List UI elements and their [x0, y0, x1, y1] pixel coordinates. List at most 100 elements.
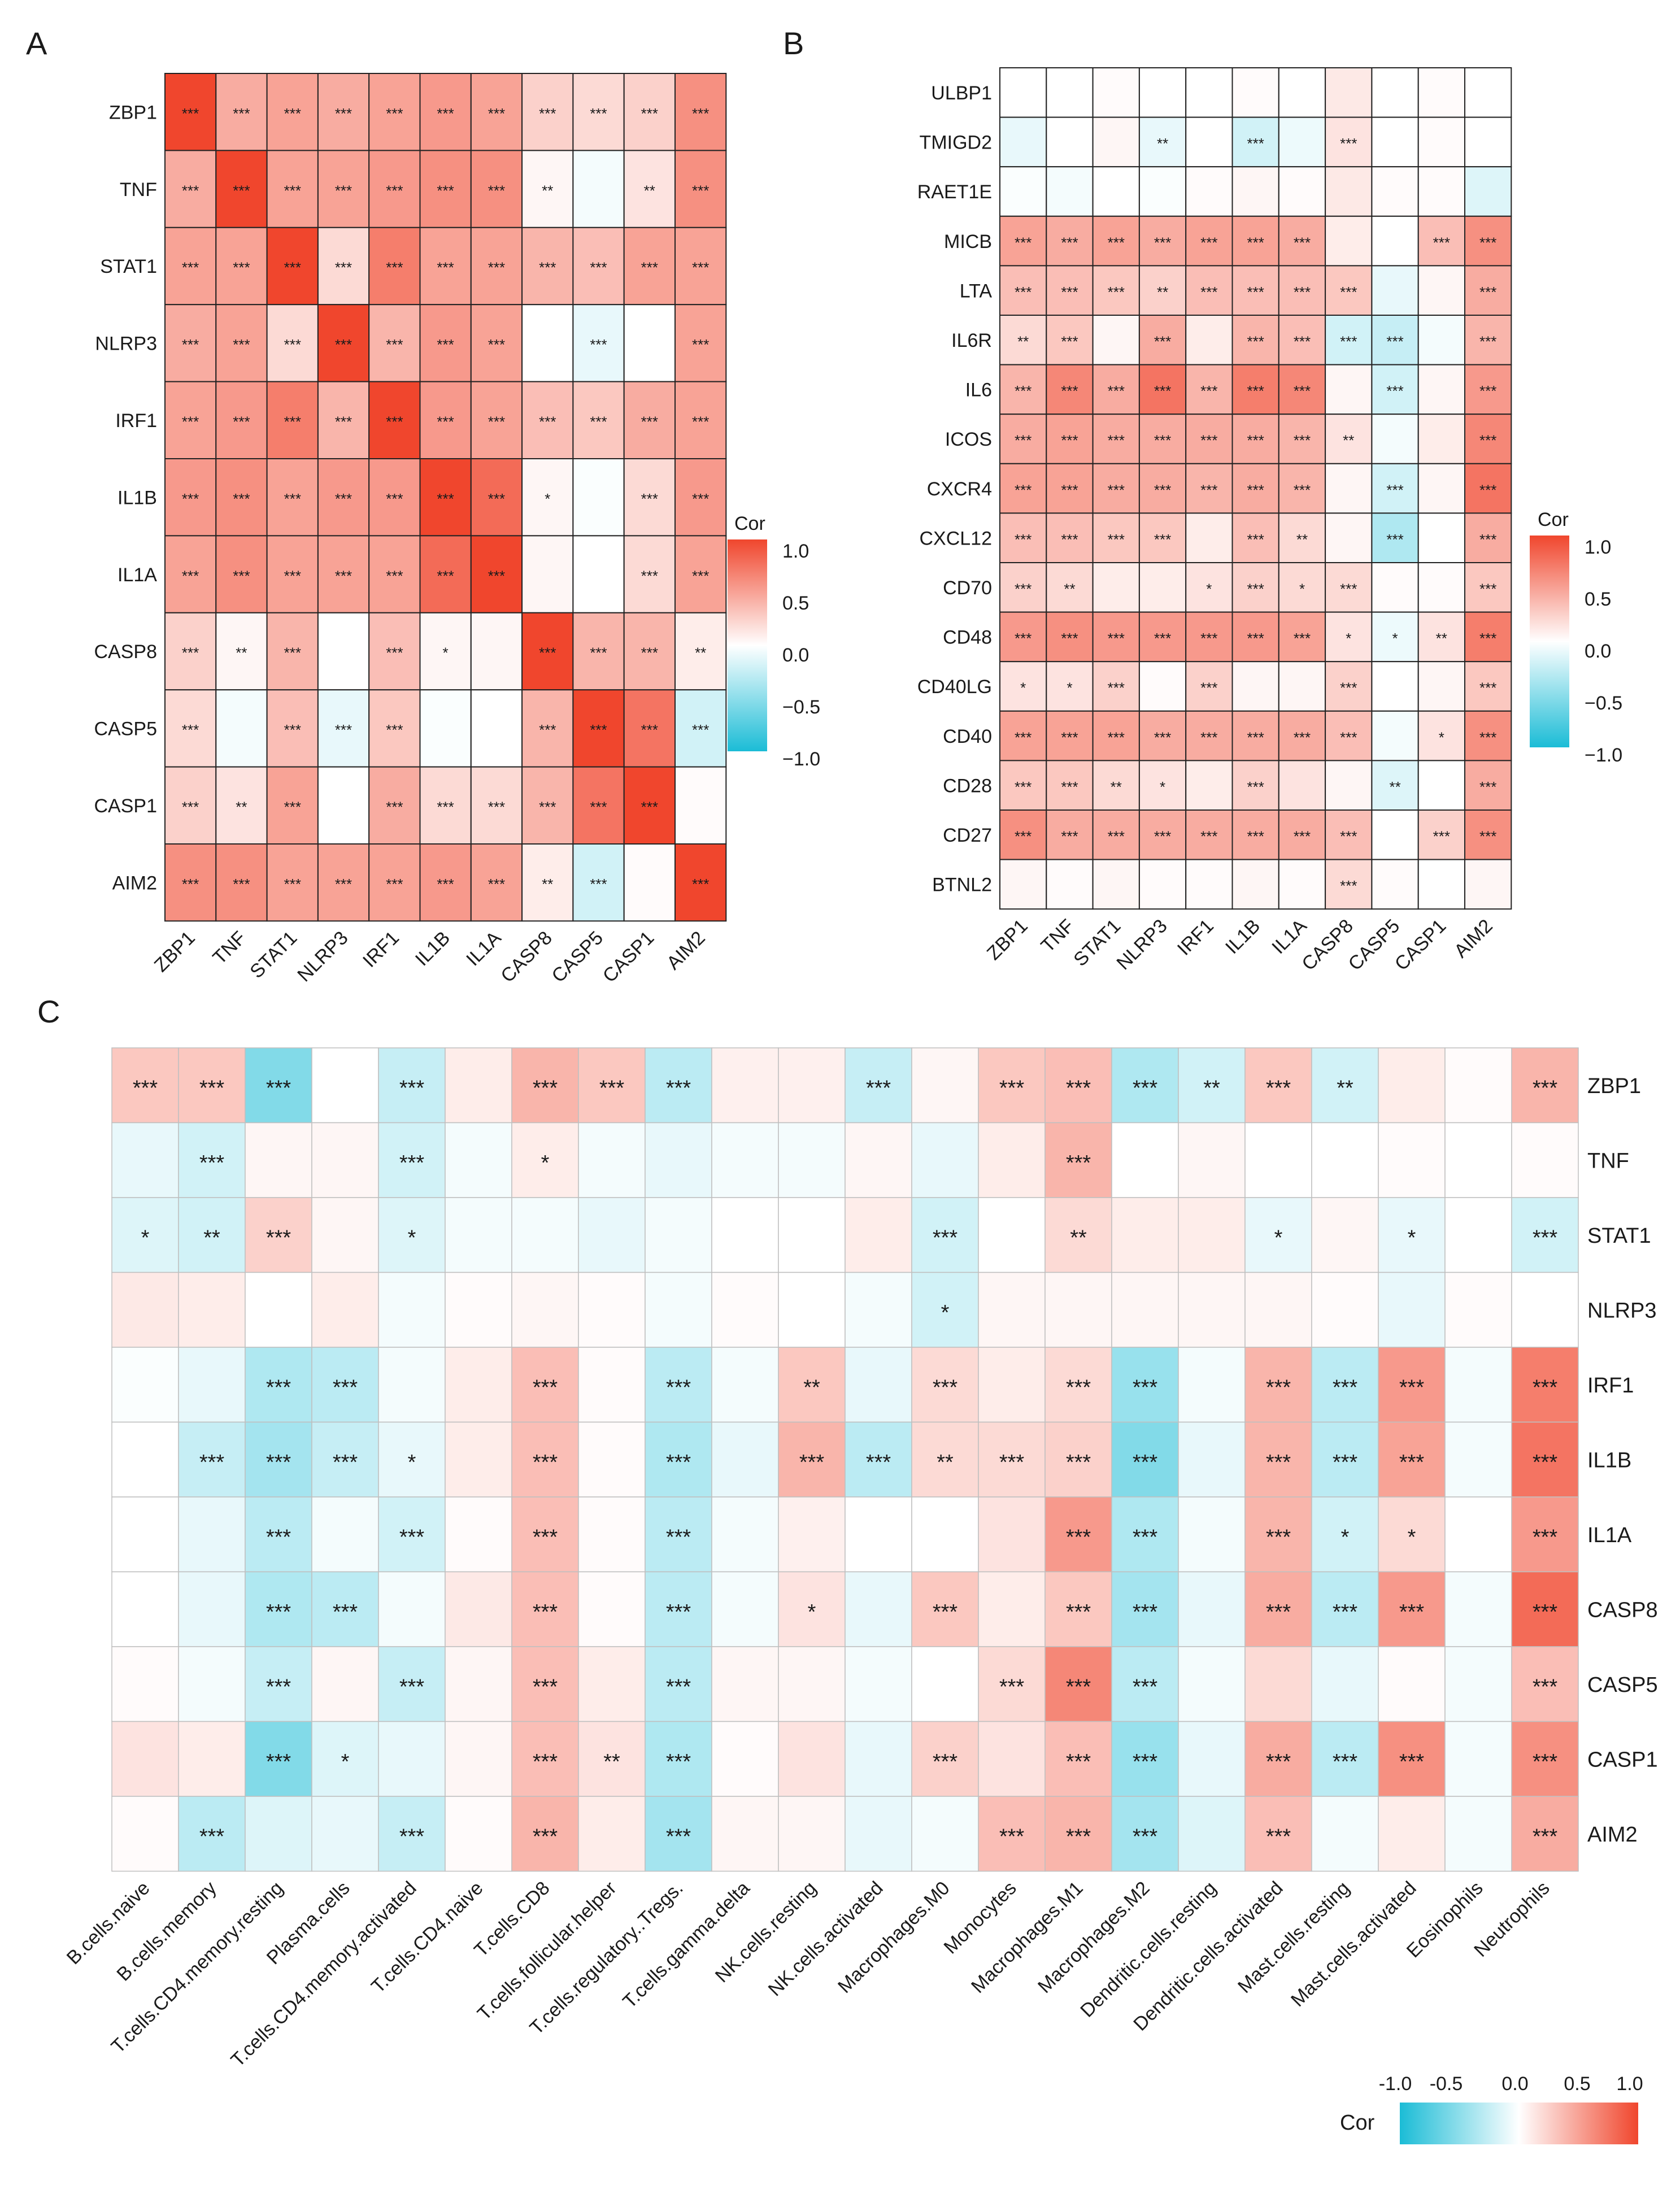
- heatmap-b-star-r13-c9: *: [1439, 729, 1444, 746]
- heatmap-b-row-label-15: CD27: [943, 825, 992, 846]
- heatmap-c-cell-r9-c5: [445, 1721, 512, 1797]
- heatmap-c-star-r2-c2: ***: [266, 1226, 291, 1250]
- heatmap-a-col-label-8: CASP5: [547, 927, 607, 987]
- heatmap-c-star-r0-c21: ***: [1533, 1076, 1558, 1100]
- heatmap-a-star-r8-c4: ***: [386, 721, 403, 738]
- heatmap-b-cell-r8-c5: [1231, 463, 1279, 514]
- heatmap-b-row-label-16: BTNL2: [932, 874, 992, 896]
- heatmap-b-star-r8-c3: ***: [1154, 481, 1171, 498]
- heatmap-a-cell-r9-c2: [266, 766, 319, 845]
- heatmap-c-cell-r8-c6: [511, 1646, 579, 1722]
- legend-title-c: Cor: [1340, 2111, 1375, 2135]
- heatmap-b-star-r7-c7: **: [1343, 432, 1354, 449]
- heatmap-a-cell-r7-c4: [368, 612, 421, 691]
- heatmap-c-star-r4-c15: ***: [1133, 1376, 1158, 1399]
- heatmap-a-cell-r9-c3: [317, 766, 370, 845]
- heatmap-a-cell-r8-c10: [674, 689, 727, 768]
- heatmap-a-star-r4-c2: ***: [284, 414, 301, 430]
- heatmap-a-star-r2-c4: ***: [386, 259, 403, 276]
- heatmap-b-star-r5-c1: ***: [1061, 333, 1078, 350]
- heatmap-b-star-r5-c7: ***: [1340, 333, 1357, 350]
- heatmap-b-cell-r12-c1: [1046, 661, 1094, 712]
- heatmap-a-star-r6-c0: ***: [182, 567, 199, 584]
- heatmap-b-cell-r4-c7: [1325, 265, 1373, 316]
- heatmap-a-cell-r3-c6: [470, 304, 523, 382]
- heatmap-c-star-r6-c15: ***: [1133, 1525, 1158, 1549]
- heatmap-c-cell-r2-c10: [778, 1197, 846, 1273]
- heatmap-c-cell-r1-c19: [1378, 1122, 1446, 1198]
- heatmap-b-star-r11-c4: ***: [1200, 630, 1217, 647]
- heatmap-a-star-r2-c9: ***: [641, 259, 658, 276]
- heatmap-a-star-r1-c3: ***: [335, 182, 352, 199]
- heatmap-a-cell-r4-c4: [368, 381, 421, 459]
- heatmap-b-star-r7-c6: ***: [1294, 432, 1311, 449]
- heatmap-a-cell-r2-c1: [215, 227, 268, 306]
- heatmap-c-cell-r7-c21: [1511, 1571, 1579, 1647]
- heatmap-a-star-r3-c10: ***: [692, 336, 709, 353]
- heatmap-c-cell-r0-c15: [1111, 1047, 1179, 1124]
- heatmap-c-star-r0-c11: ***: [866, 1076, 891, 1100]
- heatmap-a-star-r4-c7: ***: [539, 414, 556, 430]
- heatmap-c-cell-r9-c1: [178, 1721, 246, 1797]
- heatmap-b-cell-r2-c9: [1417, 166, 1465, 217]
- heatmap-c-star-r9-c2: ***: [266, 1750, 291, 1774]
- heatmap-c-cell-r3-c0: [111, 1272, 179, 1348]
- heatmap-b-star-r13-c6: ***: [1294, 729, 1311, 746]
- heatmap-b-cell-r10-c10: [1464, 562, 1512, 613]
- heatmap-c-star-r10-c8: ***: [666, 1825, 691, 1848]
- heatmap-a-cell-r5-c0: [164, 458, 217, 537]
- heatmap-a-cell-r1-c5: [419, 150, 472, 228]
- heatmap-c-star-r5-c14: ***: [1066, 1451, 1091, 1474]
- heatmap-b-cell-r14-c2: [1092, 760, 1140, 811]
- heatmap-b-cell-r3-c4: [1185, 215, 1233, 267]
- heatmap-c-cell-r8-c5: [445, 1646, 512, 1722]
- heatmap-a-star-r1-c0: ***: [182, 182, 199, 199]
- heatmap-b-col-label-6: IL1A: [1268, 915, 1311, 959]
- legend-tick-a-3: −0.5: [782, 697, 820, 718]
- heatmap-c-cell-r0-c3: [311, 1047, 379, 1124]
- heatmap-b-row-label-1: TMIGD2: [920, 132, 992, 154]
- heatmap-b-cell-r5-c2: [1092, 315, 1140, 365]
- heatmap-a-star-r3-c6: ***: [488, 336, 505, 353]
- heatmap-b-cell-r6-c5: [1231, 364, 1279, 415]
- heatmap-b-cell-r15-c10: [1464, 809, 1512, 860]
- heatmap-b-star-r14-c0: ***: [1015, 778, 1031, 795]
- heatmap-c-cell-r9-c16: [1178, 1721, 1246, 1797]
- legend-colorbar-c: [1400, 2103, 1638, 2144]
- heatmap-c-cell-r9-c20: [1444, 1721, 1512, 1797]
- heatmap-b-cell-r9-c7: [1325, 512, 1373, 564]
- heatmap-a-cell-r2-c0: [164, 227, 217, 306]
- heatmap-c-star-r8-c13: ***: [999, 1675, 1025, 1699]
- legend-colorbar-b: [1530, 536, 1569, 747]
- heatmap-a-row-label-2: STAT1: [100, 256, 157, 277]
- heatmap-a-cell-r2-c3: [317, 227, 370, 306]
- heatmap-c-star-r9-c14: ***: [1066, 1750, 1091, 1774]
- heatmap-b-cell-r10-c2: [1092, 562, 1140, 613]
- heatmap-b-star-r6-c0: ***: [1015, 382, 1031, 399]
- heatmap-c-cell-r0-c19: [1378, 1047, 1446, 1124]
- heatmap-c-cell-r7-c18: [1311, 1571, 1379, 1647]
- heatmap-c-star-r5-c11: ***: [866, 1451, 891, 1474]
- heatmap-c-cell-r5-c0: [111, 1421, 179, 1498]
- heatmap-b-star-r9-c8: ***: [1386, 531, 1403, 548]
- heatmap-b-star-r10-c0: ***: [1015, 581, 1031, 598]
- heatmap-a-star-r10-c10: ***: [692, 876, 709, 893]
- heatmap-c-star-r0-c2: ***: [266, 1076, 291, 1100]
- heatmap-c-cell-r2-c0: [111, 1197, 179, 1273]
- heatmap-c-star-r5-c6: ***: [533, 1451, 558, 1474]
- heatmap-a-cell-r7-c3: [317, 612, 370, 691]
- heatmap-c-cell-r6-c4: [378, 1496, 446, 1573]
- heatmap-b-cell-r16-c2: [1092, 859, 1140, 910]
- heatmap-c-cell-r9-c13: [978, 1721, 1046, 1797]
- heatmap-a-cell-r3-c4: [368, 304, 421, 382]
- heatmap-a-star-r0-c3: ***: [335, 105, 352, 122]
- heatmap-b-cell-r1-c0: [999, 116, 1047, 168]
- heatmap-c-cell-r1-c0: [111, 1122, 179, 1198]
- heatmap-b-cell-r6-c7: [1325, 364, 1373, 415]
- heatmap-c-cell-r8-c13: [978, 1646, 1046, 1722]
- heatmap-a-star-r2-c7: ***: [539, 259, 556, 276]
- heatmap-b-cell-r16-c9: [1417, 859, 1465, 910]
- heatmap-a-cell-r10-c4: [368, 843, 421, 922]
- heatmap-b-star-r8-c0: ***: [1015, 481, 1031, 498]
- heatmap-a-cell-r0-c7: [521, 73, 574, 151]
